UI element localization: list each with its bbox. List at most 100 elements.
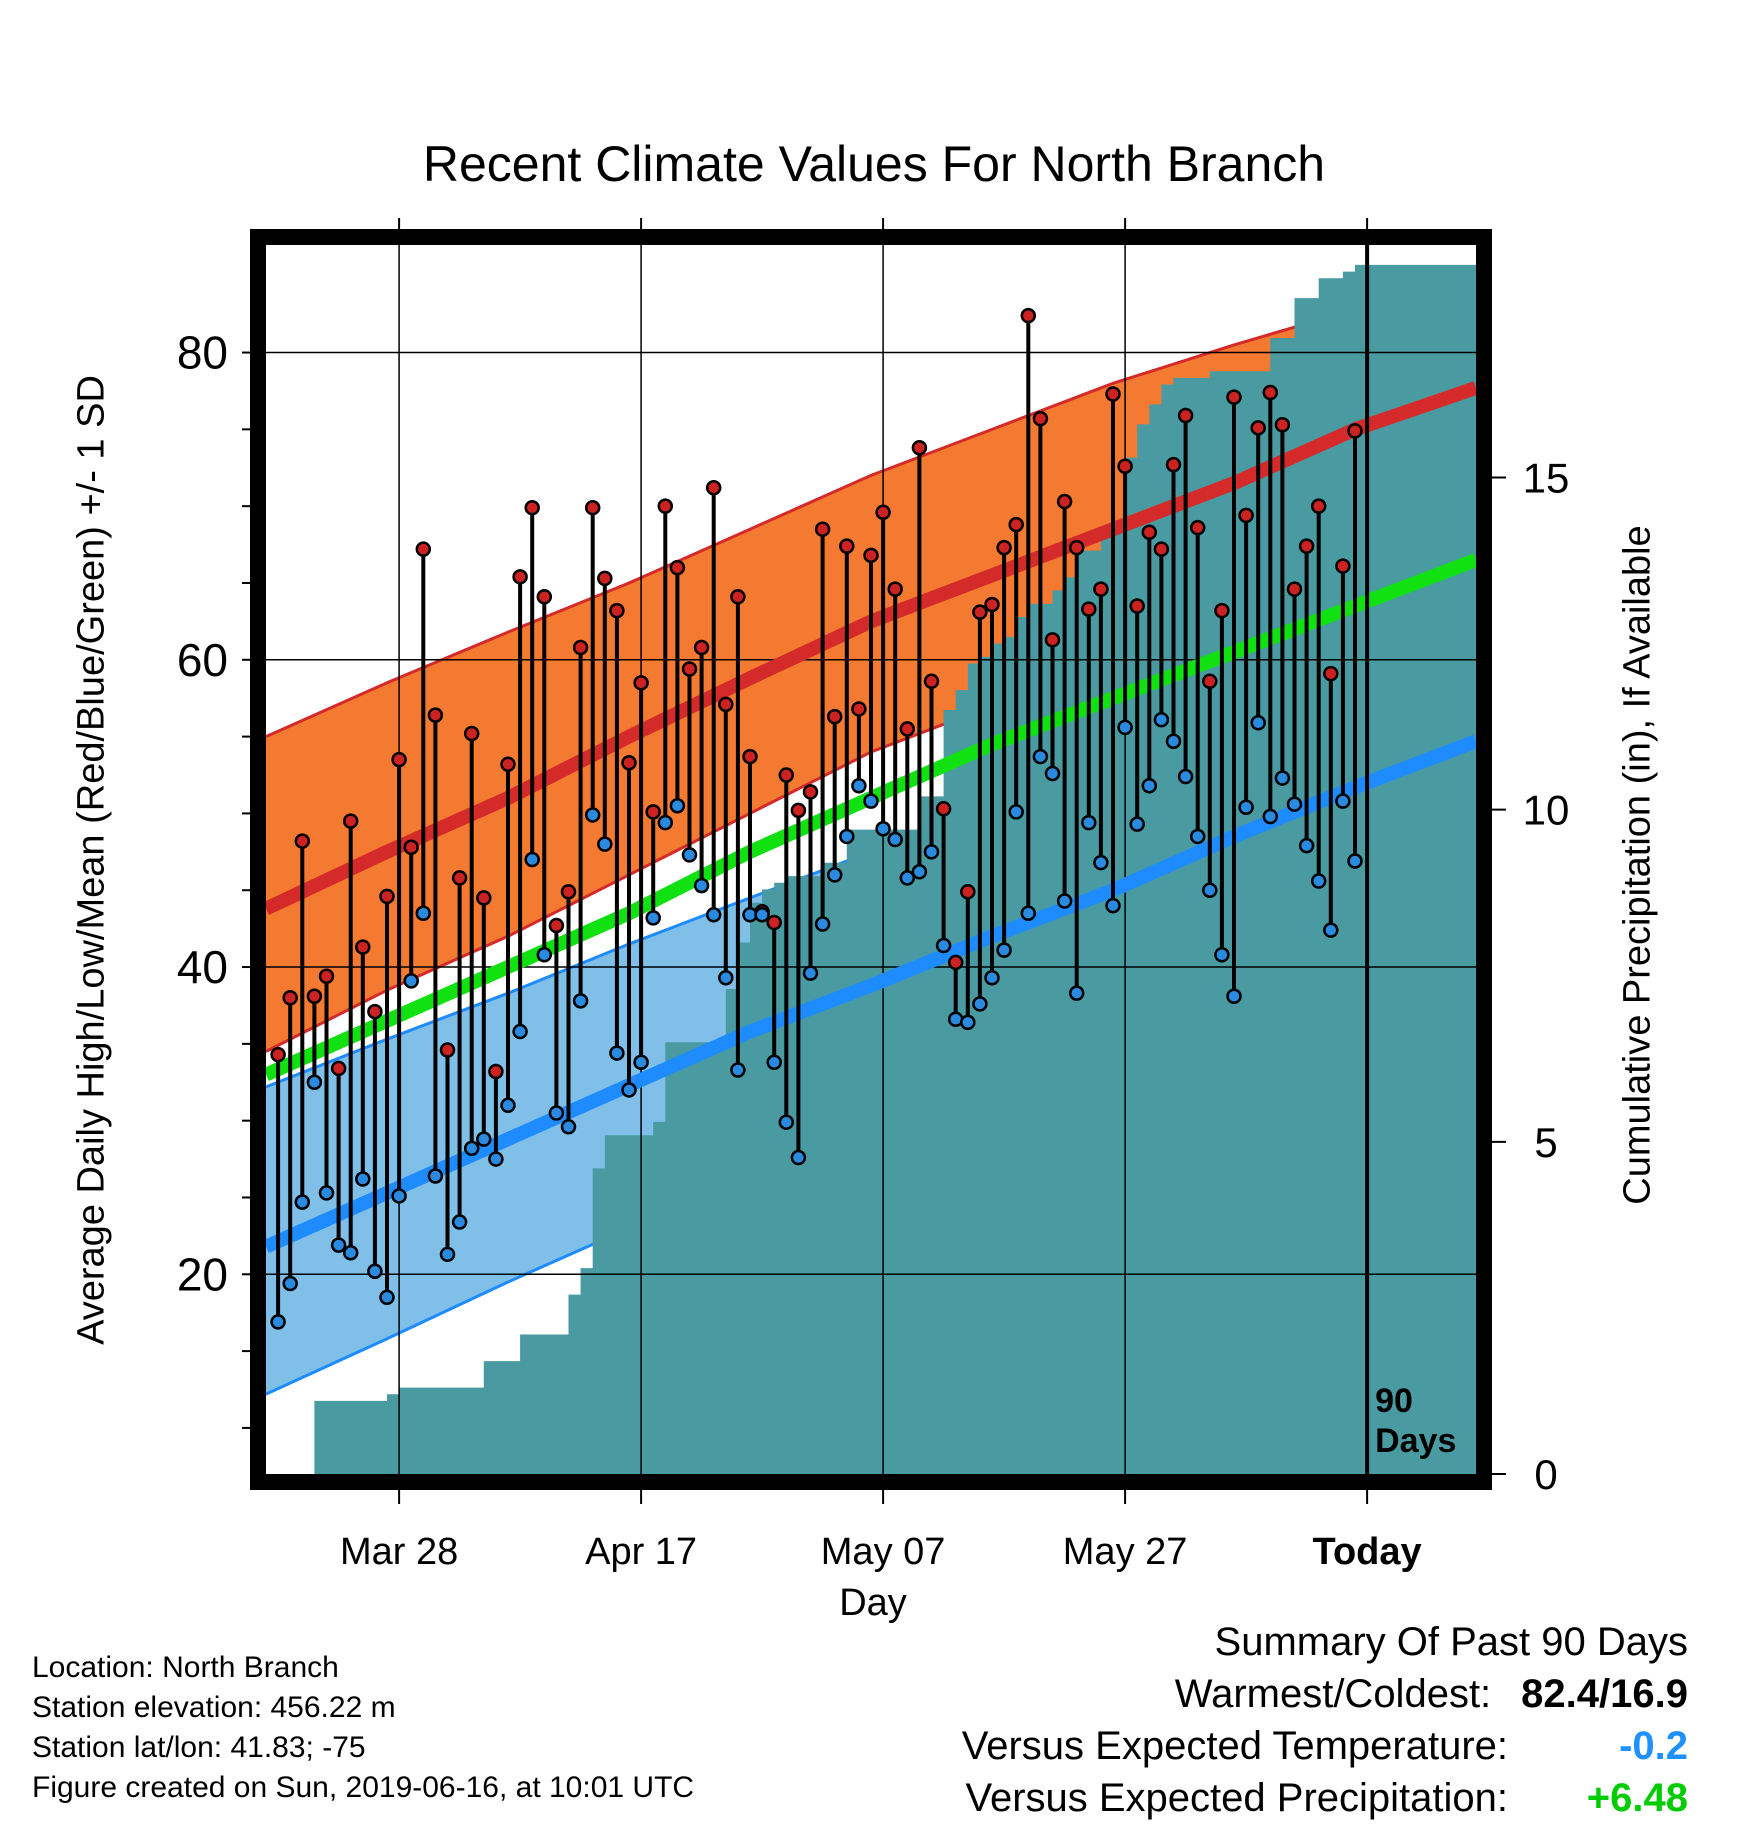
daily-high-point (330, 1060, 347, 1077)
daily-low-point (1165, 733, 1182, 749)
x-tick-label: Apr 17 (585, 1531, 697, 1573)
daily-low-point (730, 1062, 746, 1078)
daily-high-point (1226, 389, 1242, 405)
daily-high-point (403, 839, 419, 855)
daily-low-point (790, 1149, 807, 1166)
daily-low-point (851, 778, 867, 794)
daily-high-point (899, 721, 916, 737)
daily-low-point (1274, 770, 1291, 786)
daily-high-point (306, 988, 323, 1004)
daily-low-point (1020, 905, 1037, 922)
daily-high-point (572, 639, 589, 656)
daily-low-point (984, 970, 1000, 986)
daily-high-point (1274, 416, 1291, 433)
daily-low-point (609, 1045, 625, 1061)
daily-low-point (1032, 748, 1049, 765)
daily-high-point (705, 479, 722, 496)
daily-low-point (439, 1246, 456, 1263)
x-tick-label: May 07 (821, 1531, 946, 1573)
daily-low-point (778, 1114, 795, 1130)
daily-low-point (403, 973, 419, 989)
daily-low-point (1177, 768, 1194, 785)
high-band-upper-edge (265, 277, 1477, 738)
daily-low-point (1081, 814, 1097, 831)
daily-low-point (1068, 985, 1085, 1001)
daily-range-bars (276, 315, 1357, 1322)
daily-high-point (1262, 384, 1279, 401)
daily-high-point (742, 748, 758, 765)
daily-low-point (863, 793, 879, 809)
daily-high-point (439, 1042, 456, 1058)
daily-low-point (633, 1054, 649, 1071)
latlon-text: Station lat/lon: 41.83; -75 (32, 1731, 366, 1764)
temp-label: Versus Expected Temperature: (961, 1724, 1508, 1768)
daily-high-point (1129, 598, 1145, 614)
today-label-number: 90 (1375, 1382, 1413, 1420)
daily-high-point (657, 498, 674, 514)
daily-high-point (415, 541, 432, 557)
daily-high-point (294, 833, 311, 849)
daily-high-point (1093, 581, 1109, 597)
daily-low-point (306, 1074, 323, 1091)
daily-high-point (1214, 602, 1230, 619)
daily-high-point (488, 1063, 504, 1080)
daily-high-point (1141, 524, 1158, 541)
daily-high-point (1335, 558, 1351, 574)
daily-high-point (342, 813, 359, 829)
daily-high-point (887, 581, 903, 597)
daily-high-point (1238, 507, 1254, 524)
daily-high-point (427, 707, 444, 723)
daily-high-point (536, 589, 553, 605)
daily-low-point (548, 1105, 565, 1121)
daily-high-point (730, 589, 746, 605)
daily-low-point (488, 1151, 504, 1167)
daily-high-point (935, 801, 952, 817)
y-axis-label: Average Daily High/Low/Mean (Red/Blue/Gr… (70, 375, 113, 1345)
daily-high-point (863, 547, 879, 564)
axis-ticks: 20 40 60 80 0 5 10 15 Mar 28 Apr 17 May 07 May 27 To… (177, 218, 1569, 1573)
daily-low-point (996, 942, 1012, 958)
daily-low-point (875, 821, 891, 837)
daily-high-point (960, 884, 976, 900)
daily-high-point (282, 990, 298, 1006)
y2-tick-label: 5 (1534, 1119, 1557, 1166)
daily-high-point (790, 802, 807, 819)
daily-low-point (342, 1245, 359, 1261)
daily-high-point (875, 504, 891, 521)
daily-low-point (1335, 793, 1351, 809)
daily-low-point (1238, 799, 1254, 816)
summary-temp-row: Versus Expected Temperature: -0.2 (962, 1720, 1688, 1772)
daily-low-point (1056, 893, 1073, 909)
daily-high-point (1165, 456, 1182, 473)
daily-low-point (887, 831, 903, 848)
daily-low-point (802, 965, 819, 981)
daily-high-point (681, 661, 698, 677)
daily-low-point (427, 1168, 444, 1184)
daily-high-point (1081, 601, 1097, 617)
daily-low-point (415, 905, 432, 922)
x-tick-label: Today (1313, 1531, 1422, 1573)
daily-high-point (1032, 410, 1049, 427)
daily-low-point (754, 907, 770, 923)
daily-low-point (839, 828, 855, 845)
daily-high-point (391, 751, 407, 768)
daily-low-point (1141, 778, 1158, 794)
daily-low-point (1298, 837, 1315, 854)
daily-low-point (923, 844, 940, 860)
daily-low-point (1250, 715, 1266, 731)
daily-low-point (391, 1188, 407, 1204)
daily-high-point (718, 696, 734, 713)
daily-high-point (1298, 538, 1315, 554)
daily-high-point (972, 604, 988, 620)
daily-low-point (960, 1014, 976, 1031)
daily-low-point (476, 1131, 492, 1147)
y-tick-label: 60 (177, 634, 228, 686)
station-info: Location: North Branch Station elevation… (32, 1648, 694, 1808)
daily-low-point (294, 1194, 311, 1210)
daily-low-point (899, 870, 916, 886)
daily-high-point (548, 917, 565, 934)
daily-high-point (584, 499, 601, 516)
daily-high-point (839, 538, 855, 554)
daily-high-point (633, 675, 649, 691)
summary-warm-cold-row: Warmest/Coldest: 82.4/16.9 (962, 1668, 1688, 1720)
